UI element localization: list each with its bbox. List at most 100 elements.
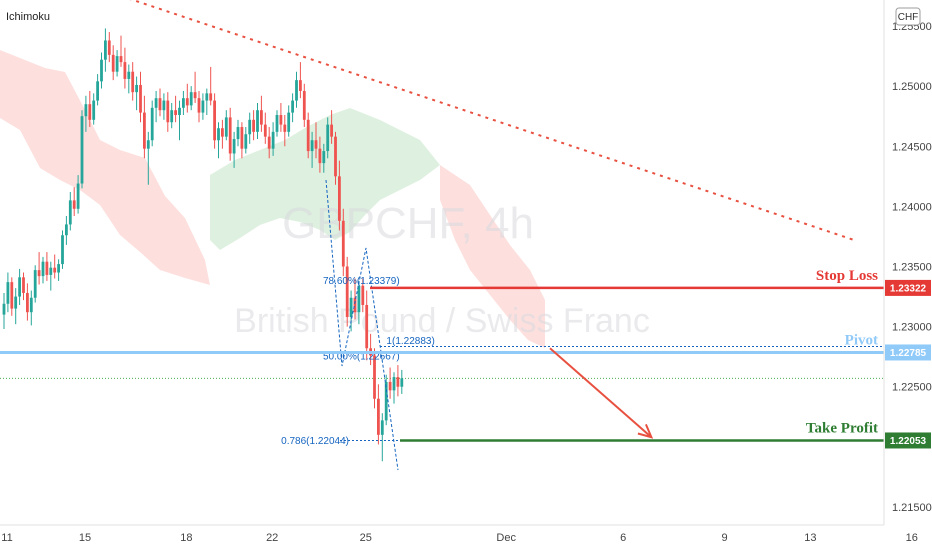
candle-body — [76, 183, 80, 209]
candle — [291, 93, 294, 123]
candle — [232, 131, 236, 168]
candle-body — [341, 220, 345, 267]
currency-badge-box[interactable] — [895, 7, 921, 26]
level-label: Take Profit — [806, 420, 878, 436]
candle — [65, 216, 68, 245]
candle — [189, 86, 193, 111]
candle — [384, 374, 388, 426]
candle — [213, 93, 216, 149]
candle-body — [57, 264, 60, 273]
candle-body — [334, 136, 337, 177]
candle-body — [119, 56, 123, 63]
fib-label: 78.60%(1.23379) — [323, 276, 400, 287]
time-axis: 1115182225Dec6913162023 — [1, 532, 918, 544]
candle-body — [388, 381, 392, 391]
time-tick-label: 16 — [906, 532, 918, 544]
candle — [283, 115, 287, 147]
candle-body — [80, 116, 84, 184]
candle — [205, 88, 209, 116]
candle-body — [143, 112, 146, 149]
arrow-shaft — [549, 347, 653, 438]
candle — [314, 122, 318, 159]
candle — [326, 117, 330, 159]
candle-body — [41, 261, 45, 277]
candle — [349, 290, 353, 332]
candle-body — [100, 59, 103, 82]
currency-badge[interactable]: CHF — [895, 7, 921, 26]
candle — [88, 90, 92, 128]
price-tag-text: 1.22785 — [890, 348, 927, 359]
candle-body — [6, 282, 10, 304]
time-tick-label: 6 — [620, 532, 626, 544]
candle — [14, 288, 18, 325]
price-tick-label: 1.22500 — [892, 382, 932, 394]
candle-body — [61, 235, 64, 265]
candle-body — [193, 92, 197, 99]
candle — [158, 88, 162, 117]
price-axis: 1.25500 1.25000 1.24500 1.24000 1.23500 1.230… — [892, 21, 932, 514]
candle-body — [345, 266, 349, 317]
candle-body — [326, 124, 330, 152]
price-tags: 1.23322 1.22785 1.22053 — [885, 279, 931, 449]
candle — [318, 136, 322, 173]
candle — [330, 110, 333, 144]
candle — [2, 292, 6, 330]
candle — [127, 64, 131, 94]
price-tag — [885, 344, 931, 361]
candle — [361, 278, 365, 313]
candle — [80, 110, 84, 189]
price-tick-label: 1.23500 — [892, 262, 932, 274]
bearish-cloud-left — [0, 50, 210, 285]
candle — [252, 110, 255, 141]
candle — [18, 268, 21, 305]
candle — [123, 47, 127, 89]
price-tick-label: 1.21500 — [892, 502, 932, 514]
candle-body — [365, 304, 369, 349]
candle-body — [384, 381, 388, 421]
candle — [76, 175, 80, 214]
candle-body — [314, 140, 318, 149]
candle-body — [236, 127, 240, 140]
candle — [6, 272, 10, 313]
candle — [182, 90, 185, 116]
candle-body — [396, 377, 400, 387]
candle-body — [299, 80, 302, 91]
candle-body — [14, 296, 18, 309]
currency-badge-text[interactable]: CHF — [898, 12, 919, 23]
candle — [57, 259, 60, 281]
candle — [49, 261, 53, 291]
candle — [377, 384, 380, 445]
time-tick-label: 25 — [360, 532, 372, 544]
candle — [139, 71, 142, 123]
candle-body — [123, 62, 127, 79]
candle-body — [166, 100, 170, 123]
candle-body — [10, 282, 14, 309]
candle-body — [185, 98, 189, 106]
time-tick-label: 18 — [180, 532, 192, 544]
candle — [162, 93, 166, 120]
candle-body — [49, 267, 53, 275]
candle-body — [18, 277, 21, 297]
candle-body — [127, 71, 131, 79]
candle — [100, 52, 103, 89]
candle — [263, 112, 267, 144]
candle-body — [306, 119, 310, 152]
candle-body — [29, 297, 33, 313]
candle — [271, 122, 275, 156]
fib-zigzag — [325, 179, 399, 471]
candle — [302, 83, 306, 128]
candle — [119, 35, 123, 67]
projection-arrow — [549, 347, 654, 439]
candle-body — [22, 277, 25, 293]
candle-body — [252, 119, 255, 132]
time-tick-label: 11 — [1, 532, 12, 544]
candle-body — [275, 115, 279, 132]
candle-body — [209, 93, 213, 101]
candle-body — [400, 378, 404, 387]
candle — [373, 348, 376, 409]
candle — [135, 76, 138, 111]
candle — [256, 102, 259, 140]
candle-body — [84, 104, 88, 117]
candle — [322, 143, 326, 173]
